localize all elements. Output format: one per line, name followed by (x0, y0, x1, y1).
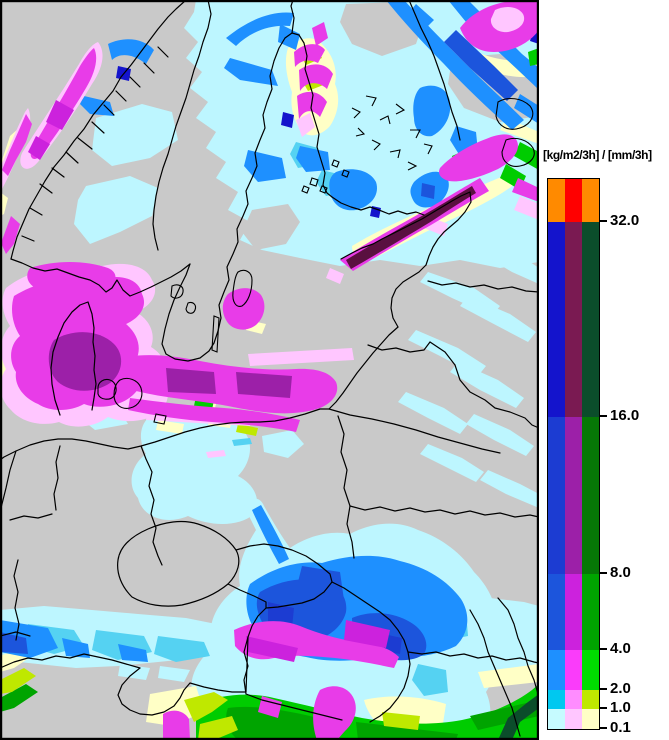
precip-magenta-layer (0, 0, 539, 740)
austria-italy-border (0, 653, 141, 669)
jutland-coast (50, 301, 97, 416)
precipitation-map (0, 0, 539, 740)
colorbar-tick (599, 727, 607, 729)
colorbar-stripe (582, 690, 599, 709)
sweden-finland-border (290, 0, 295, 34)
colorbar-stripe (565, 690, 582, 709)
colorbar-stripe (565, 222, 582, 417)
colorbar-stripe (582, 417, 599, 574)
norway-coastline (10, 0, 187, 260)
estonia-coast (340, 191, 472, 266)
colorbar-tick-label: 2.0 (610, 680, 631, 697)
colorbar-tick-label: 32.0 (610, 212, 640, 229)
fyn-island (97, 378, 117, 400)
colorbar-band-2.0 (548, 650, 599, 690)
colorbar-stripe (565, 574, 582, 650)
colorbar-stripe (548, 709, 565, 729)
norway-south-coast (10, 258, 191, 297)
colorbar-band-0.1 (548, 709, 599, 729)
map-canvas (0, 0, 539, 740)
moldova-borders (469, 597, 539, 737)
estonia-latvia-border (427, 280, 539, 293)
gotland-island (232, 269, 253, 307)
colorbar-band-32.0 (548, 179, 599, 222)
colorbar-stripe (548, 574, 565, 650)
west-germany-borders (0, 445, 61, 641)
baltic-south-coast (0, 326, 399, 461)
colorbar-tick (599, 220, 607, 222)
colorbar-stripe (565, 179, 582, 222)
colorbar-stripe (582, 650, 599, 690)
colorbar-stripe (582, 574, 599, 650)
colorbar-stripe (582, 222, 599, 417)
oland-island (211, 315, 220, 353)
finland-south-coast (331, 196, 425, 216)
colorbar-tick (599, 415, 607, 417)
colorbar-tick-label: 0.1 (610, 719, 631, 736)
germany-poland-border (140, 445, 163, 566)
fjords (21, 46, 169, 242)
finland-russia-border (408, 0, 461, 141)
colorbar-stripe (548, 690, 565, 709)
legend-title: [kg/m2/3h] / [mm/3h] (543, 148, 652, 162)
colorbar-tick (599, 688, 607, 690)
norway-sweden-border (152, 0, 212, 251)
latvia-lithuania-border (367, 341, 431, 353)
finland-west-coast (291, 32, 333, 198)
lake-peipus (501, 137, 535, 167)
archipelago-specks (301, 159, 350, 194)
colorbar-stripe (548, 179, 565, 222)
colorbar-band-16.0 (548, 222, 599, 417)
czech-border (117, 520, 240, 607)
zealand-island (113, 377, 143, 409)
colorbar-tick-label: 4.0 (610, 640, 631, 657)
hungary-borders (243, 636, 343, 721)
belarus-ukraine-border (349, 505, 539, 518)
colorbar-stripe (582, 179, 599, 222)
map-frame (0, 0, 539, 740)
colorbar (547, 178, 600, 730)
colorbar-stripe (565, 650, 582, 690)
finnish-lakes (351, 95, 433, 171)
colorbar-stripe (582, 709, 599, 729)
swedish-lakes (170, 284, 197, 314)
lithuania-belarus-border (328, 408, 501, 454)
slovakia-borders (227, 543, 333, 638)
colorbar-tick (599, 707, 607, 709)
colorbar-band-8.0 (548, 417, 599, 574)
sweden-east-coast (213, 32, 293, 344)
bornholm-island (153, 413, 167, 425)
colorbar-tick-label: 1.0 (610, 699, 631, 716)
latvia-russia-border (429, 341, 539, 429)
ukraine-romania-border (407, 651, 539, 664)
country-borders (0, 0, 539, 737)
gulf-of-riga (390, 264, 427, 328)
colorbar-stripe (548, 417, 565, 574)
colorbar-stripe (548, 222, 565, 417)
colorbar-tick-label: 8.0 (610, 564, 631, 581)
lake-ladoga (495, 97, 534, 130)
colorbar-band-4.0 (548, 574, 599, 650)
sweden-west-coast (161, 263, 215, 362)
colorbar-tick (599, 572, 607, 574)
slovenia-croatia-border (117, 636, 249, 716)
carpathian-border (331, 581, 411, 723)
colorbar-stripe (548, 650, 565, 690)
colorbar-tick-label: 16.0 (610, 407, 640, 424)
colorbar-stripe (565, 709, 582, 729)
colorbar-stripe (565, 417, 582, 574)
colorbar-band-1.0 (548, 690, 599, 709)
colorbar-tick (599, 648, 607, 650)
poland-east-border (337, 415, 355, 559)
